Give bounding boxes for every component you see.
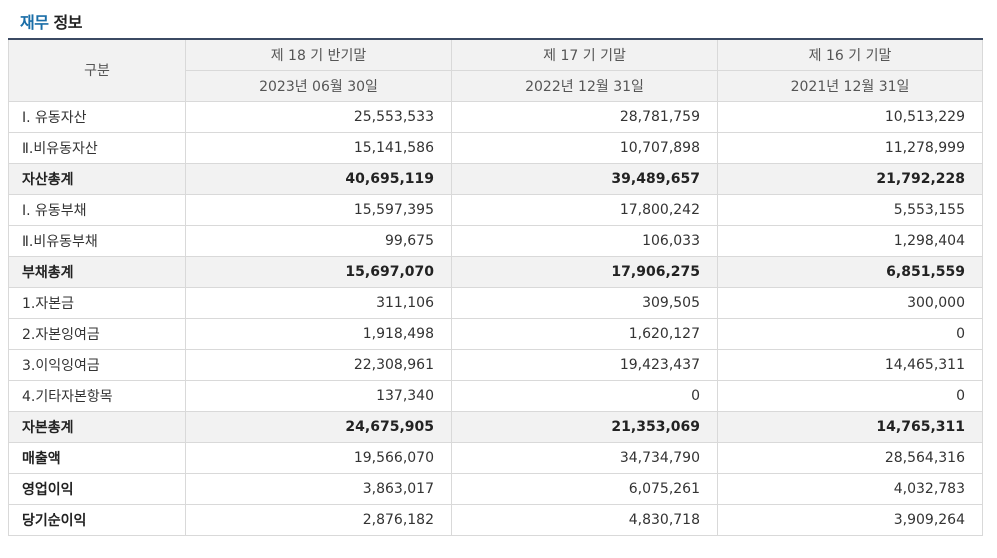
- table-row: 3.이익잉여금 22,308,961 19,423,437 14,465,311: [8, 348, 983, 381]
- row-value: 19,566,070: [185, 441, 452, 474]
- row-value: 39,489,657: [451, 162, 718, 195]
- row-label: 당기순이익: [8, 503, 186, 536]
- row-value: 99,675: [185, 224, 452, 257]
- date-header: 2023년 06월 30일: [185, 69, 452, 102]
- row-label: 자산총계: [8, 162, 186, 195]
- row-label: Ⅰ. 유동자산: [8, 100, 186, 133]
- row-value: 1,918,498: [185, 317, 452, 350]
- section-title-rest: 정보: [53, 13, 83, 32]
- row-value: 40,695,119: [185, 162, 452, 195]
- section-title: 재무 정보: [20, 9, 82, 33]
- row-value: 28,564,316: [717, 441, 983, 474]
- row-value: 1,298,404: [717, 224, 983, 257]
- row-value: 34,734,790: [451, 441, 718, 474]
- table-row: 매출액 19,566,070 34,734,790 28,564,316: [8, 441, 983, 474]
- row-value: 17,800,242: [451, 193, 718, 226]
- table-row: 4.기타자본항목 137,340 0 0: [8, 379, 983, 412]
- row-label: 1.자본금: [8, 286, 186, 319]
- row-label: Ⅰ. 유동부채: [8, 193, 186, 226]
- table-row: Ⅰ. 유동부채 15,597,395 17,800,242 5,553,155: [8, 193, 983, 226]
- period-header: 제 17 기 기말: [451, 38, 718, 71]
- row-value: 22,308,961: [185, 348, 452, 381]
- row-value: 15,697,070: [185, 255, 452, 288]
- row-value: 17,906,275: [451, 255, 718, 288]
- row-value: 106,033: [451, 224, 718, 257]
- row-label: 매출액: [8, 441, 186, 474]
- row-value: 6,851,559: [717, 255, 983, 288]
- period-header: 제 16 기 기말: [717, 38, 983, 71]
- row-value: 19,423,437: [451, 348, 718, 381]
- row-value: 300,000: [717, 286, 983, 319]
- row-value: 4,032,783: [717, 472, 983, 505]
- row-value: 15,597,395: [185, 193, 452, 226]
- row-value: 6,075,261: [451, 472, 718, 505]
- row-label: 부채총계: [8, 255, 186, 288]
- row-value: 4,830,718: [451, 503, 718, 536]
- section-title-accent: 재무: [20, 13, 49, 32]
- financial-info-table: 구분 제 18 기 반기말 제 17 기 기말 제 16 기 기말 2023년 …: [8, 38, 983, 536]
- row-value: 21,353,069: [451, 410, 718, 443]
- table-row: 1.자본금 311,106 309,505 300,000: [8, 286, 983, 319]
- table-row: 영업이익 3,863,017 6,075,261 4,032,783: [8, 472, 983, 505]
- row-value: 5,553,155: [717, 193, 983, 226]
- row-label: 자본총계: [8, 410, 186, 443]
- category-header: 구분: [8, 38, 186, 102]
- row-label: 2.자본잉여금: [8, 317, 186, 350]
- row-value: 0: [717, 379, 983, 412]
- row-value: 15,141,586: [185, 131, 452, 164]
- row-value: 10,513,229: [717, 100, 983, 133]
- date-header: 2021년 12월 31일: [717, 69, 983, 102]
- row-label: 영업이익: [8, 472, 186, 505]
- header-row-dates: 2023년 06월 30일 2022년 12월 31일 2021년 12월 31…: [9, 69, 983, 102]
- row-value: 0: [717, 317, 983, 350]
- row-value: 11,278,999: [717, 131, 983, 164]
- header-row-periods: 구분 제 18 기 반기말 제 17 기 기말 제 16 기 기말: [8, 38, 983, 102]
- row-value: 3,863,017: [185, 472, 452, 505]
- row-value: 10,707,898: [451, 131, 718, 164]
- table-row: Ⅱ.비유동자산 15,141,586 10,707,898 11,278,999: [8, 131, 983, 164]
- row-label: Ⅱ.비유동부채: [8, 224, 186, 257]
- row-value: 1,620,127: [451, 317, 718, 350]
- table-row: 부채총계 15,697,070 17,906,275 6,851,559: [8, 255, 983, 288]
- row-value: 0: [451, 379, 718, 412]
- table-row: Ⅱ.비유동부채 99,675 106,033 1,298,404: [8, 224, 983, 257]
- table-row: 자산총계 40,695,119 39,489,657 21,792,228: [8, 162, 983, 195]
- row-label: 3.이익잉여금: [8, 348, 186, 381]
- row-value: 24,675,905: [185, 410, 452, 443]
- row-value: 309,505: [451, 286, 718, 319]
- table-row: Ⅰ. 유동자산 25,553,533 28,781,759 10,513,229: [8, 100, 983, 133]
- row-value: 311,106: [185, 286, 452, 319]
- table-row: 자본총계 24,675,905 21,353,069 14,765,311: [8, 410, 983, 443]
- period-header: 제 18 기 반기말: [185, 38, 452, 71]
- row-value: 137,340: [185, 379, 452, 412]
- row-value: 25,553,533: [185, 100, 452, 133]
- row-label: 4.기타자본항목: [8, 379, 186, 412]
- row-value: 28,781,759: [451, 100, 718, 133]
- row-value: 3,909,264: [717, 503, 983, 536]
- table-row: 2.자본잉여금 1,918,498 1,620,127 0: [8, 317, 983, 350]
- row-value: 21,792,228: [717, 162, 983, 195]
- row-value: 2,876,182: [185, 503, 452, 536]
- row-value: 14,765,311: [717, 410, 983, 443]
- date-header: 2022년 12월 31일: [451, 69, 718, 102]
- row-label: Ⅱ.비유동자산: [8, 131, 186, 164]
- table-row: 당기순이익 2,876,182 4,830,718 3,909,264: [8, 503, 983, 536]
- row-value: 14,465,311: [717, 348, 983, 381]
